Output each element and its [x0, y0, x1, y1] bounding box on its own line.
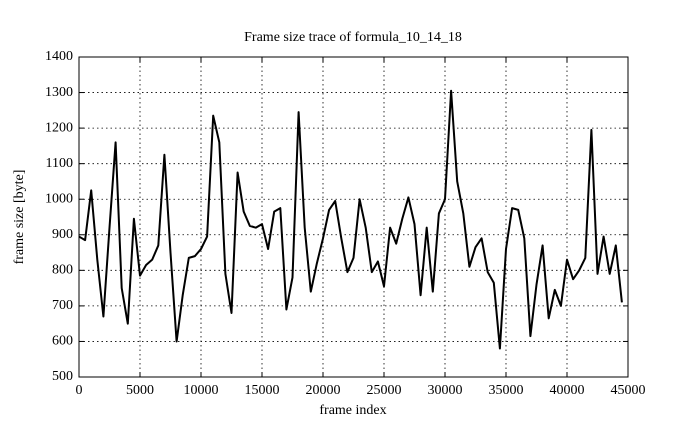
- y-tick-label: 500: [52, 369, 73, 384]
- y-tick-label: 1200: [45, 120, 73, 135]
- x-tick-label: 10000: [184, 383, 219, 398]
- x-tick-label: 30000: [428, 383, 463, 398]
- x-tick-label: 0: [76, 383, 83, 398]
- y-tick-label: 600: [52, 334, 73, 349]
- x-axis-label: frame index: [319, 403, 386, 418]
- x-tick-label: 25000: [367, 383, 402, 398]
- x-tick-label: 15000: [245, 383, 280, 398]
- y-tick-label: 900: [52, 227, 73, 242]
- x-tick-label: 40000: [550, 383, 585, 398]
- chart-title: Frame size trace of formula_10_14_18: [244, 30, 462, 45]
- y-tick-label: 1000: [45, 191, 73, 206]
- y-tick-label: 700: [52, 298, 73, 313]
- data-line: [78, 89, 623, 350]
- plot-frame: [78, 56, 629, 378]
- y-axis-label: frame size [byte]: [12, 170, 27, 265]
- y-tick-label: 800: [52, 263, 73, 278]
- x-tick-label: 5000: [126, 383, 154, 398]
- x-tick-label: 20000: [306, 383, 341, 398]
- y-tick-label: 1300: [45, 85, 73, 100]
- y-tick-label: 1400: [45, 49, 73, 64]
- x-tick-label: 35000: [489, 383, 524, 398]
- x-tick-label: 45000: [611, 383, 646, 398]
- y-tick-label: 1100: [46, 156, 73, 171]
